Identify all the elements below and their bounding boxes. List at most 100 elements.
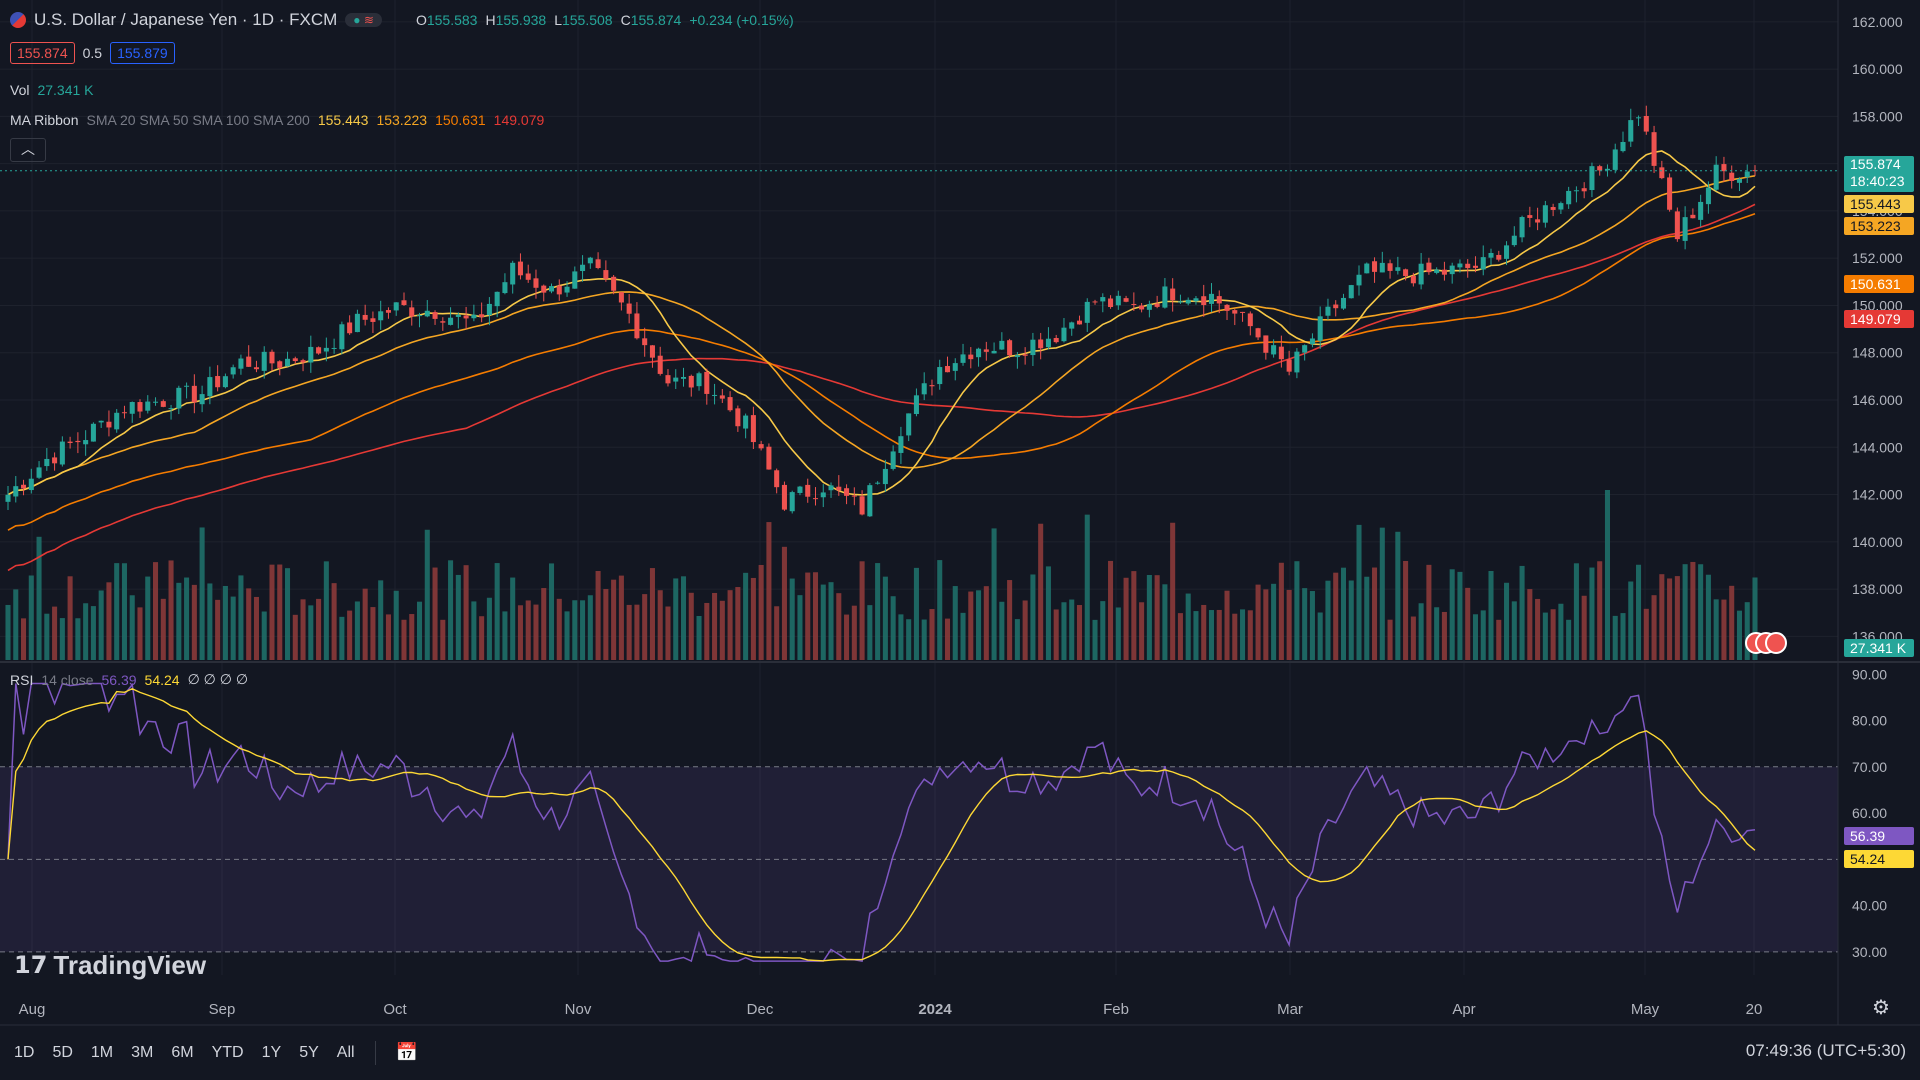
candle-body xyxy=(308,346,314,363)
candle-body xyxy=(1729,172,1735,181)
rsi-legend[interactable]: RSI 14 close 56.39 54.24 ∅ ∅ ∅ ∅ xyxy=(10,671,248,688)
candle-body xyxy=(292,358,298,362)
volume-bar xyxy=(316,598,322,660)
volume-bar xyxy=(471,601,477,660)
volume-bar xyxy=(284,568,291,660)
sma100-tag: 150.631 xyxy=(1844,275,1914,293)
candle-body xyxy=(906,413,912,436)
usd-jpy-flag-icon[interactable] xyxy=(10,12,26,28)
volume-bar xyxy=(168,560,174,660)
volume-bar xyxy=(1744,602,1750,660)
volume-bar xyxy=(176,582,182,660)
candle-body xyxy=(246,356,252,367)
time-tick-label: Apr xyxy=(1452,1001,1475,1018)
collapse-chevron-icon[interactable]: ︿ xyxy=(10,138,46,162)
candle-body xyxy=(1698,201,1704,220)
candle-body xyxy=(1294,351,1300,373)
sell-price-button[interactable]: 155.874 xyxy=(10,42,75,64)
timeframe-1d[interactable]: 1D xyxy=(14,1043,35,1061)
settings-gear-icon[interactable]: ⚙ xyxy=(1872,997,1890,1019)
candle-body xyxy=(424,310,430,317)
bid-ask-row: 155.874 0.5 155.879 xyxy=(10,42,175,64)
volume-bar xyxy=(921,619,927,660)
timeframe-ytd[interactable]: YTD xyxy=(211,1043,244,1061)
sma200-line xyxy=(7,203,1756,572)
volume-bar xyxy=(106,582,112,660)
candle-body xyxy=(331,347,337,349)
volume-bar xyxy=(727,590,733,660)
candle-body xyxy=(323,347,329,352)
candle-body xyxy=(1457,263,1463,268)
symbol-title[interactable]: U.S. Dollar / Japanese Yen · 1D · FXCM xyxy=(34,10,338,29)
market-status-badge[interactable]: ● ≋ xyxy=(345,13,382,27)
candle-body xyxy=(1403,269,1409,276)
candle-body xyxy=(1115,295,1121,306)
rsi-other-values: ∅ ∅ ∅ ∅ xyxy=(187,671,249,687)
candle-body xyxy=(1255,328,1261,338)
candle-body xyxy=(1628,120,1634,142)
candle-body xyxy=(370,318,376,322)
timeframe-6m[interactable]: 6M xyxy=(171,1043,194,1061)
timeframe-3m[interactable]: 3M xyxy=(131,1043,154,1061)
candle-body xyxy=(564,286,570,293)
buy-price-button[interactable]: 155.879 xyxy=(110,42,175,64)
volume-bar xyxy=(1535,598,1541,660)
volume-bar xyxy=(1705,574,1711,660)
volume-bar xyxy=(844,614,850,660)
candle-body xyxy=(1690,214,1696,219)
candle-body xyxy=(1007,340,1013,356)
timeframe-all[interactable]: All xyxy=(336,1043,355,1061)
volume-legend[interactable]: Vol 27.341 K xyxy=(10,82,94,98)
volume-bar xyxy=(1263,589,1269,660)
candle-body xyxy=(875,482,881,484)
clock[interactable]: 07:49:36 (UTC+5:30) xyxy=(1745,1041,1906,1060)
timeframe-1y[interactable]: 1Y xyxy=(261,1043,282,1061)
volume-bar xyxy=(836,593,842,660)
candle-body xyxy=(999,340,1005,350)
volume-bar xyxy=(999,601,1005,660)
volume-bar xyxy=(1472,614,1479,660)
ma-ribbon-legend[interactable]: MA Ribbon SMA 20 SMA 50 SMA 100 SMA 200 … xyxy=(10,112,544,128)
volume-bar xyxy=(1403,560,1409,660)
candle-body xyxy=(758,444,764,449)
candle-body xyxy=(1566,190,1572,205)
tradingview-brand[interactable]: 𝟭𝟳 TradingView xyxy=(14,950,206,981)
volume-bar xyxy=(696,615,702,660)
candle-body xyxy=(1286,359,1292,372)
volume-bar xyxy=(556,598,562,660)
timeframe-5d[interactable]: 5D xyxy=(52,1043,73,1061)
candle-body xyxy=(1162,286,1168,308)
volume-bar xyxy=(455,574,461,660)
candle-body xyxy=(1139,305,1145,310)
volume-bar xyxy=(292,614,298,660)
sma50-line xyxy=(7,175,1756,496)
volume-bar xyxy=(774,606,780,660)
rsi-line xyxy=(7,682,1756,963)
volume-bar xyxy=(820,584,826,660)
price-tick-label: 140.000 xyxy=(1852,534,1903,550)
timeframe-5y[interactable]: 5Y xyxy=(299,1043,319,1061)
volume-bar xyxy=(1566,619,1572,660)
volume-tag: 27.341 K xyxy=(1844,639,1914,657)
candle-body xyxy=(21,484,27,489)
volume-bar xyxy=(261,611,267,660)
price-tick-label: 148.000 xyxy=(1852,345,1903,361)
candle-body xyxy=(230,367,236,375)
volume-bar xyxy=(797,595,803,660)
candle-body xyxy=(90,423,96,442)
volume-bar xyxy=(59,618,65,660)
volume-bar xyxy=(735,587,741,660)
rsi-pane xyxy=(0,682,1838,963)
volume-bar xyxy=(502,611,508,660)
volume-bar xyxy=(1053,609,1059,660)
tradingview-wordmark: TradingView xyxy=(53,950,207,980)
date-range-calendar-icon[interactable]: 📅 xyxy=(395,1042,418,1062)
volume-bar xyxy=(657,590,663,660)
candle-body xyxy=(36,467,42,478)
volume-bar xyxy=(1123,577,1129,660)
replay-markers-icon[interactable] xyxy=(1745,632,1787,657)
time-tick-label: Sep xyxy=(209,1001,236,1018)
timeframe-1m[interactable]: 1M xyxy=(90,1043,114,1061)
candle-body xyxy=(921,383,927,395)
